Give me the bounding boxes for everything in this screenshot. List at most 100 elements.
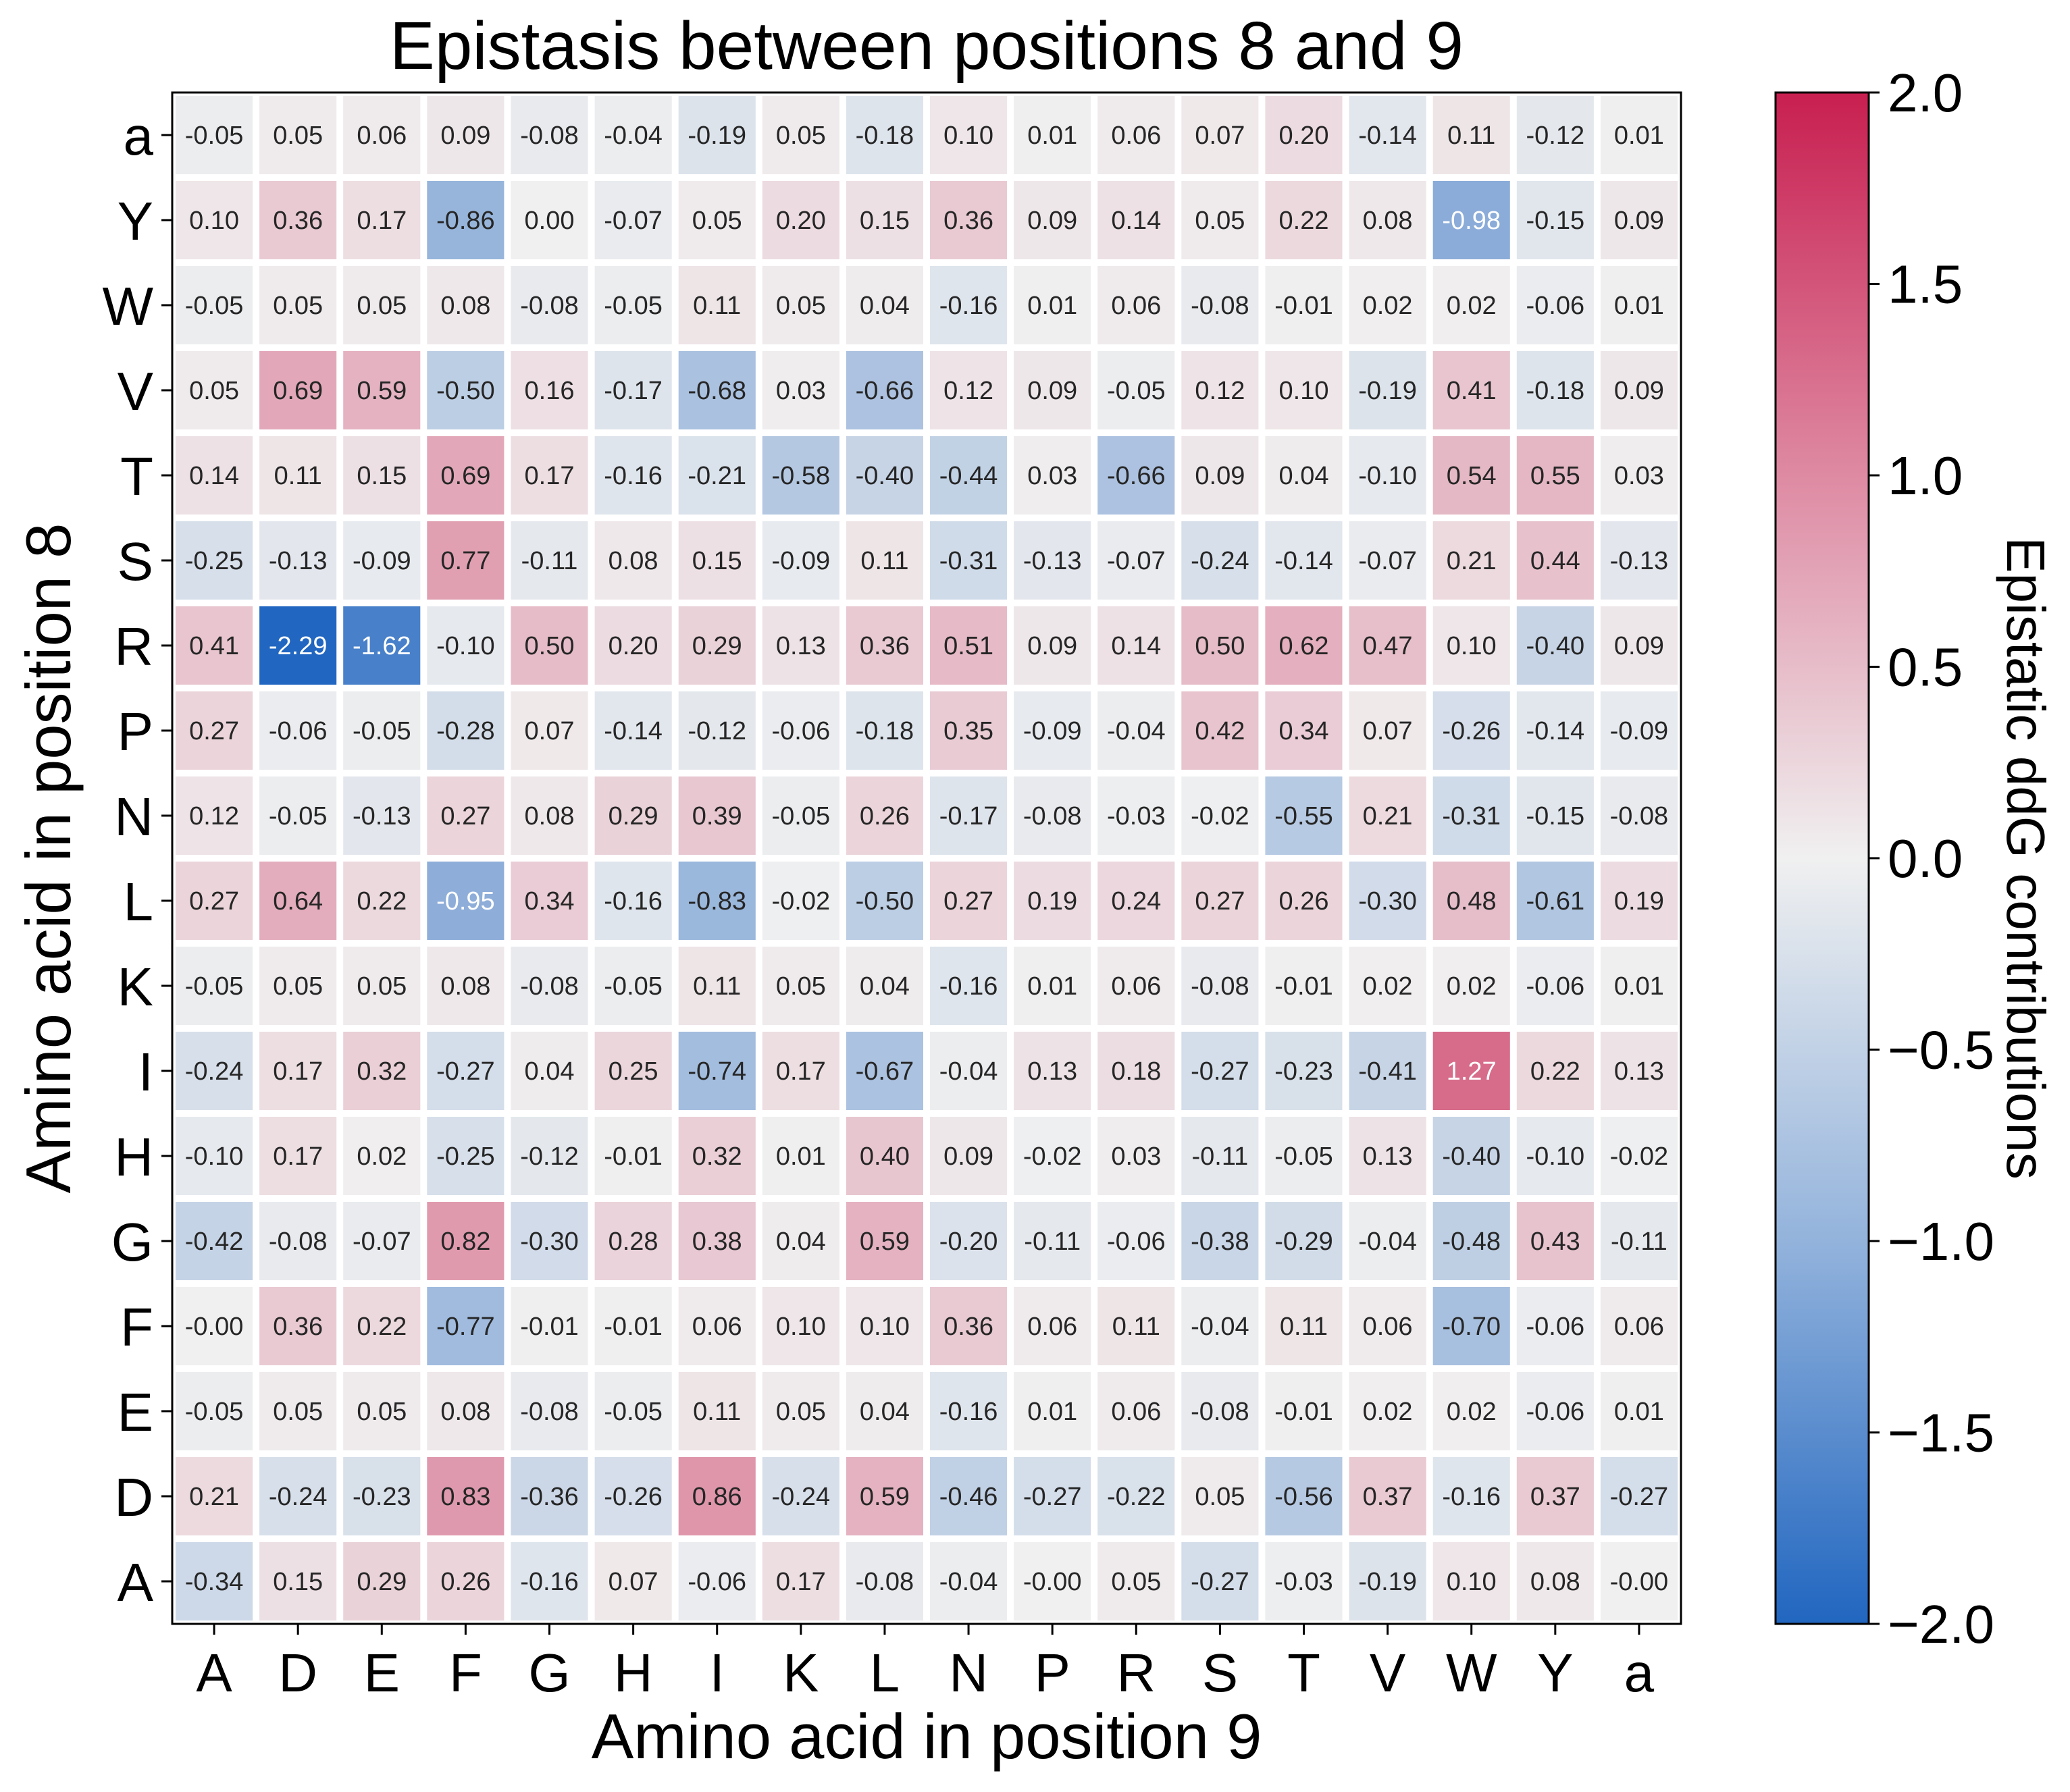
heatmap-cell — [1349, 862, 1426, 940]
heatmap-cell — [762, 1542, 839, 1620]
cell-value-label: 0.11 — [860, 547, 908, 575]
cell-value-label: -0.03 — [1274, 1568, 1333, 1596]
heatmap-cell — [1181, 1117, 1259, 1195]
heatmap-cell — [1181, 691, 1259, 770]
cell-value-label: 0.55 — [1530, 462, 1580, 490]
y-tick-label: P — [118, 702, 153, 762]
heatmap-cell — [930, 691, 1008, 770]
heatmap-cell — [1349, 776, 1426, 855]
cell-value-label: -0.13 — [269, 547, 328, 575]
cell-value-label: -0.17 — [939, 802, 998, 831]
cell-value-label: -0.01 — [1274, 292, 1333, 320]
heatmap-cell — [846, 1202, 923, 1280]
heatmap-cell — [1516, 606, 1594, 685]
cell-value-label: 0.11 — [1112, 1313, 1160, 1341]
heatmap-cell — [1014, 436, 1091, 515]
cell-value-label: 0.22 — [357, 1313, 407, 1341]
heatmap-cell — [762, 266, 839, 344]
cell-value-label: -0.17 — [604, 377, 663, 405]
heatmap-cell — [427, 776, 504, 855]
cell-value-label: 0.08 — [440, 1398, 490, 1426]
colorbar-tick-label: −0.5 — [1888, 1020, 1994, 1080]
heatmap-cell — [678, 351, 756, 429]
heatmap-cell — [1265, 1202, 1343, 1280]
cell-value-label: -0.04 — [1107, 717, 1166, 745]
cell-value-label: -0.27 — [1191, 1057, 1249, 1086]
heatmap-cell — [1097, 1542, 1175, 1620]
heatmap-cell — [1432, 691, 1510, 770]
cell-value-label: -0.16 — [939, 292, 998, 320]
heatmap-cell — [1516, 862, 1594, 940]
heatmap-cell — [1600, 1202, 1678, 1280]
cell-value-label: 0.02 — [1363, 292, 1413, 320]
heatmap-cell — [1181, 436, 1259, 515]
heatmap-cell — [1014, 1372, 1091, 1450]
cell-value-label: -0.10 — [436, 632, 495, 660]
cell-value-label: 0.20 — [1279, 122, 1329, 150]
heatmap-cell — [762, 1372, 839, 1450]
heatmap-cell — [846, 1032, 923, 1110]
cell-value-label: 0.07 — [1195, 122, 1245, 150]
heatmap-cell — [511, 1542, 588, 1620]
heatmap-cell — [1265, 1542, 1343, 1620]
cell-value-label: -0.06 — [269, 717, 328, 745]
heatmap-cell — [1516, 1457, 1594, 1535]
cell-value-label: 0.03 — [1111, 1142, 1161, 1171]
cell-value-label: 0.06 — [1111, 292, 1161, 320]
heatmap-cell — [594, 691, 672, 770]
heatmap-cell — [1265, 351, 1343, 429]
cell-value-label: 0.04 — [860, 1398, 910, 1426]
heatmap-cell — [1600, 1457, 1678, 1535]
cell-value-label: 0.05 — [273, 292, 323, 320]
cell-value-label: 0.04 — [860, 292, 910, 320]
heatmap-cell — [594, 181, 672, 259]
cell-value-label: 0.27 — [943, 887, 993, 916]
y-tick-label: A — [118, 1552, 154, 1612]
cell-value-label: 0.36 — [860, 632, 910, 660]
heatmap-cell — [427, 947, 504, 1025]
heatmap-cell — [594, 1032, 672, 1110]
heatmap-cell — [259, 1542, 337, 1620]
cell-value-label: 0.05 — [776, 292, 826, 320]
x-tick-label: H — [614, 1643, 653, 1703]
cell-value-label: 0.07 — [1363, 717, 1413, 745]
heatmap-cell — [176, 776, 253, 855]
heatmap-cell — [176, 521, 253, 600]
cell-value-label: -0.03 — [1107, 802, 1166, 831]
heatmap-cell — [1600, 1032, 1678, 1110]
cell-value-label: -0.29 — [1274, 1228, 1333, 1256]
cell-value-label: 0.06 — [1027, 1313, 1077, 1341]
cell-value-label: 0.09 — [1027, 377, 1077, 405]
cell-value-label: 0.04 — [525, 1057, 575, 1086]
cell-value-label: 0.06 — [1111, 972, 1161, 1001]
cell-value-label: 0.13 — [1363, 1142, 1413, 1171]
x-tick-label: V — [1370, 1643, 1406, 1703]
heatmap-cell — [1181, 776, 1259, 855]
cell-value-label: -0.08 — [520, 1398, 579, 1426]
heatmap-cell — [427, 1372, 504, 1450]
colorbar — [1774, 91, 1870, 1625]
cell-value-label: -0.08 — [520, 292, 579, 320]
y-tick-label: W — [102, 276, 153, 336]
cell-value-label: 0.40 — [860, 1142, 910, 1171]
cell-value-label: 0.37 — [1530, 1483, 1580, 1511]
heatmap-cell — [1516, 181, 1594, 259]
heatmap-cell — [594, 436, 672, 515]
cell-value-label: 0.16 — [525, 377, 575, 405]
heatmap-cell — [1516, 351, 1594, 429]
heatmap-cell — [176, 1457, 253, 1535]
heatmap-cell — [1014, 1032, 1091, 1110]
heatmap-cell — [1600, 266, 1678, 344]
heatmap-cell — [678, 521, 756, 600]
heatmap-cell — [427, 1032, 504, 1110]
x-tick-label: K — [783, 1643, 819, 1703]
heatmap-cell — [1516, 1287, 1594, 1365]
heatmap-cell — [343, 181, 421, 259]
heatmap-cell — [762, 1287, 839, 1365]
heatmap-cell — [678, 1372, 756, 1450]
y-tick-label: N — [114, 787, 153, 847]
cell-value-label: -0.46 — [939, 1483, 998, 1511]
heatmap-cell — [594, 606, 672, 685]
cell-value-label: 0.64 — [273, 887, 323, 916]
